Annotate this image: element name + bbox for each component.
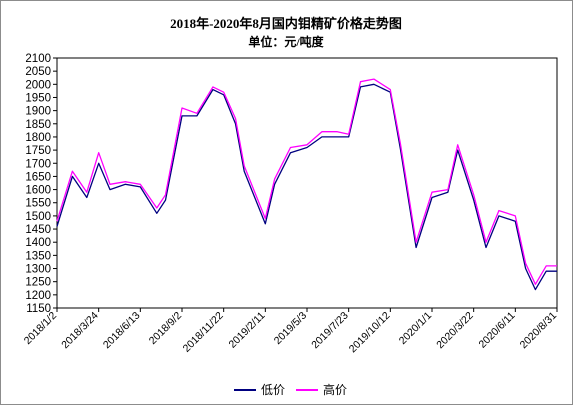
chart-title: 2018年-2020年8月国内钼精矿价格走势图: [170, 16, 402, 31]
y-tick-label: 1900: [25, 106, 51, 118]
y-tick-label: 2050: [25, 66, 51, 78]
x-tick-label: 2018/3/24: [59, 310, 101, 352]
legend: 低价 高价: [234, 382, 347, 397]
x-tick-label: 2019/5/3: [272, 310, 309, 347]
y-tick-label: 1800: [25, 132, 51, 144]
x-tick-label: 2019/10/12: [347, 310, 393, 356]
legend-label-0: 低价: [261, 383, 285, 397]
series-line-0: [56, 83, 557, 291]
y-tick-label: 1550: [25, 198, 51, 210]
x-tick-label: 2018/1/2: [22, 310, 59, 347]
series-lines: [56, 78, 557, 291]
y-tick-label: 1700: [25, 158, 51, 170]
y-tick-label: 1500: [25, 211, 51, 223]
x-tick-label: 2018/11/22: [181, 310, 226, 355]
y-tick-label: 1650: [25, 171, 51, 183]
x-tick-label: 2019/2/11: [226, 310, 267, 351]
x-axis: 2018/1/2 2018/3/24 2018/6/13 2018/9/22018/1…: [22, 308, 559, 355]
x-tick-label: 2018/6/13: [101, 310, 143, 352]
y-tick-label: 1200: [25, 290, 51, 302]
legend-label-1: 高价: [323, 382, 347, 397]
x-tick-label: 2019/7/23: [309, 310, 351, 352]
x-tick-label: 2020/3/22: [434, 310, 476, 352]
y-tick-label: 2100: [25, 53, 51, 65]
x-tick-label: 2020/8/31: [518, 310, 560, 352]
y-tick-label: 1250: [25, 277, 51, 289]
y-tick-label: 1600: [25, 185, 51, 197]
x-tick-label: 2020/1/1: [397, 310, 434, 347]
x-tick-label: 2020/6/11: [476, 310, 517, 351]
y-tick-label: 1300: [25, 264, 51, 276]
y-tick-label: 1400: [25, 237, 51, 249]
y-tick-label: 1350: [25, 250, 51, 262]
chart-subtitle: 单位：元/吨度: [248, 34, 324, 49]
x-tick-label: 2018/9/2: [147, 310, 184, 347]
y-tick-label: 1450: [25, 224, 51, 236]
y-tick-label: 2000: [25, 79, 51, 91]
y-tick-label: 1950: [25, 92, 51, 104]
y-tick-label: 1750: [25, 145, 51, 157]
series-line-1: [56, 78, 557, 285]
y-tick-label: 1850: [25, 119, 51, 131]
y-tick-label: 1150: [26, 303, 51, 315]
